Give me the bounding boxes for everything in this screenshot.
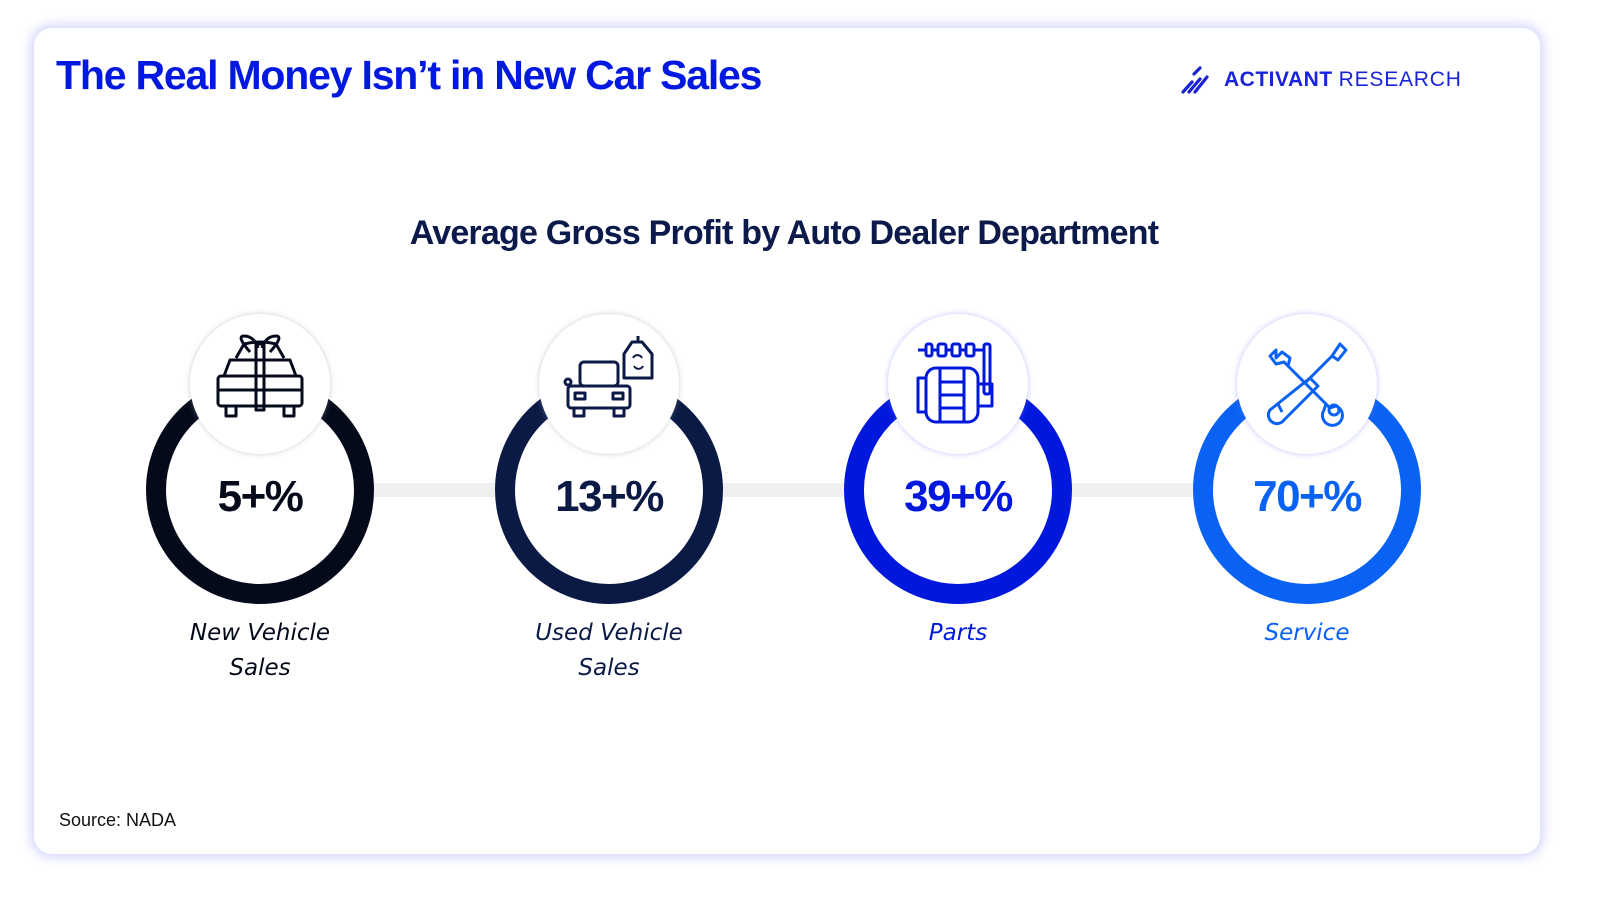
activant-logo: ACTIVANT RESEARCH: [1180, 64, 1462, 96]
icon-circle: [190, 314, 330, 454]
connector-bar: [713, 483, 854, 497]
category-label-line1: New Vehicle: [189, 620, 331, 646]
logo-word-activant: ACTIVANT: [1224, 68, 1333, 91]
value-label-new-vehicle: 5+%: [217, 472, 304, 521]
value-label-service: 70+%: [1253, 472, 1362, 521]
category-label-used-vehicle: Used Vehicle Sales: [489, 616, 729, 686]
value-label-parts: 39+%: [904, 472, 1013, 521]
engine-parts-icon: [916, 342, 994, 424]
category-label-line1: Parts: [928, 620, 988, 646]
page-title: The Real Money Isn’t in New Car Sales: [56, 52, 762, 98]
source-note: Source: NADA: [59, 810, 177, 830]
connector-bar: [364, 483, 505, 497]
used-car-tag-icon: [563, 336, 654, 418]
category-label-service: Service: [1187, 616, 1427, 651]
category-label-line1: Used Vehicle: [535, 620, 683, 646]
category-label-line2: Sales: [578, 655, 640, 681]
activant-logo-icon: [1181, 66, 1209, 94]
category-label-line2: Sales: [229, 655, 291, 681]
chart-title: Average Gross Profit by Auto Dealer Depa…: [409, 214, 1159, 252]
gift-car-icon: [216, 334, 304, 418]
category-label-line1: Service: [1264, 620, 1350, 646]
category-label-parts: Parts: [838, 616, 1078, 651]
icon-circle: [888, 314, 1028, 454]
logo-word-research: RESEARCH: [1338, 68, 1462, 91]
category-label-new-vehicle: New Vehicle Sales: [140, 616, 380, 686]
value-label-used-vehicle: 13+%: [555, 472, 664, 521]
icon-circle: [539, 314, 679, 454]
wrench-screwdriver-icon: [1266, 342, 1348, 427]
connector-bar: [1062, 483, 1203, 497]
